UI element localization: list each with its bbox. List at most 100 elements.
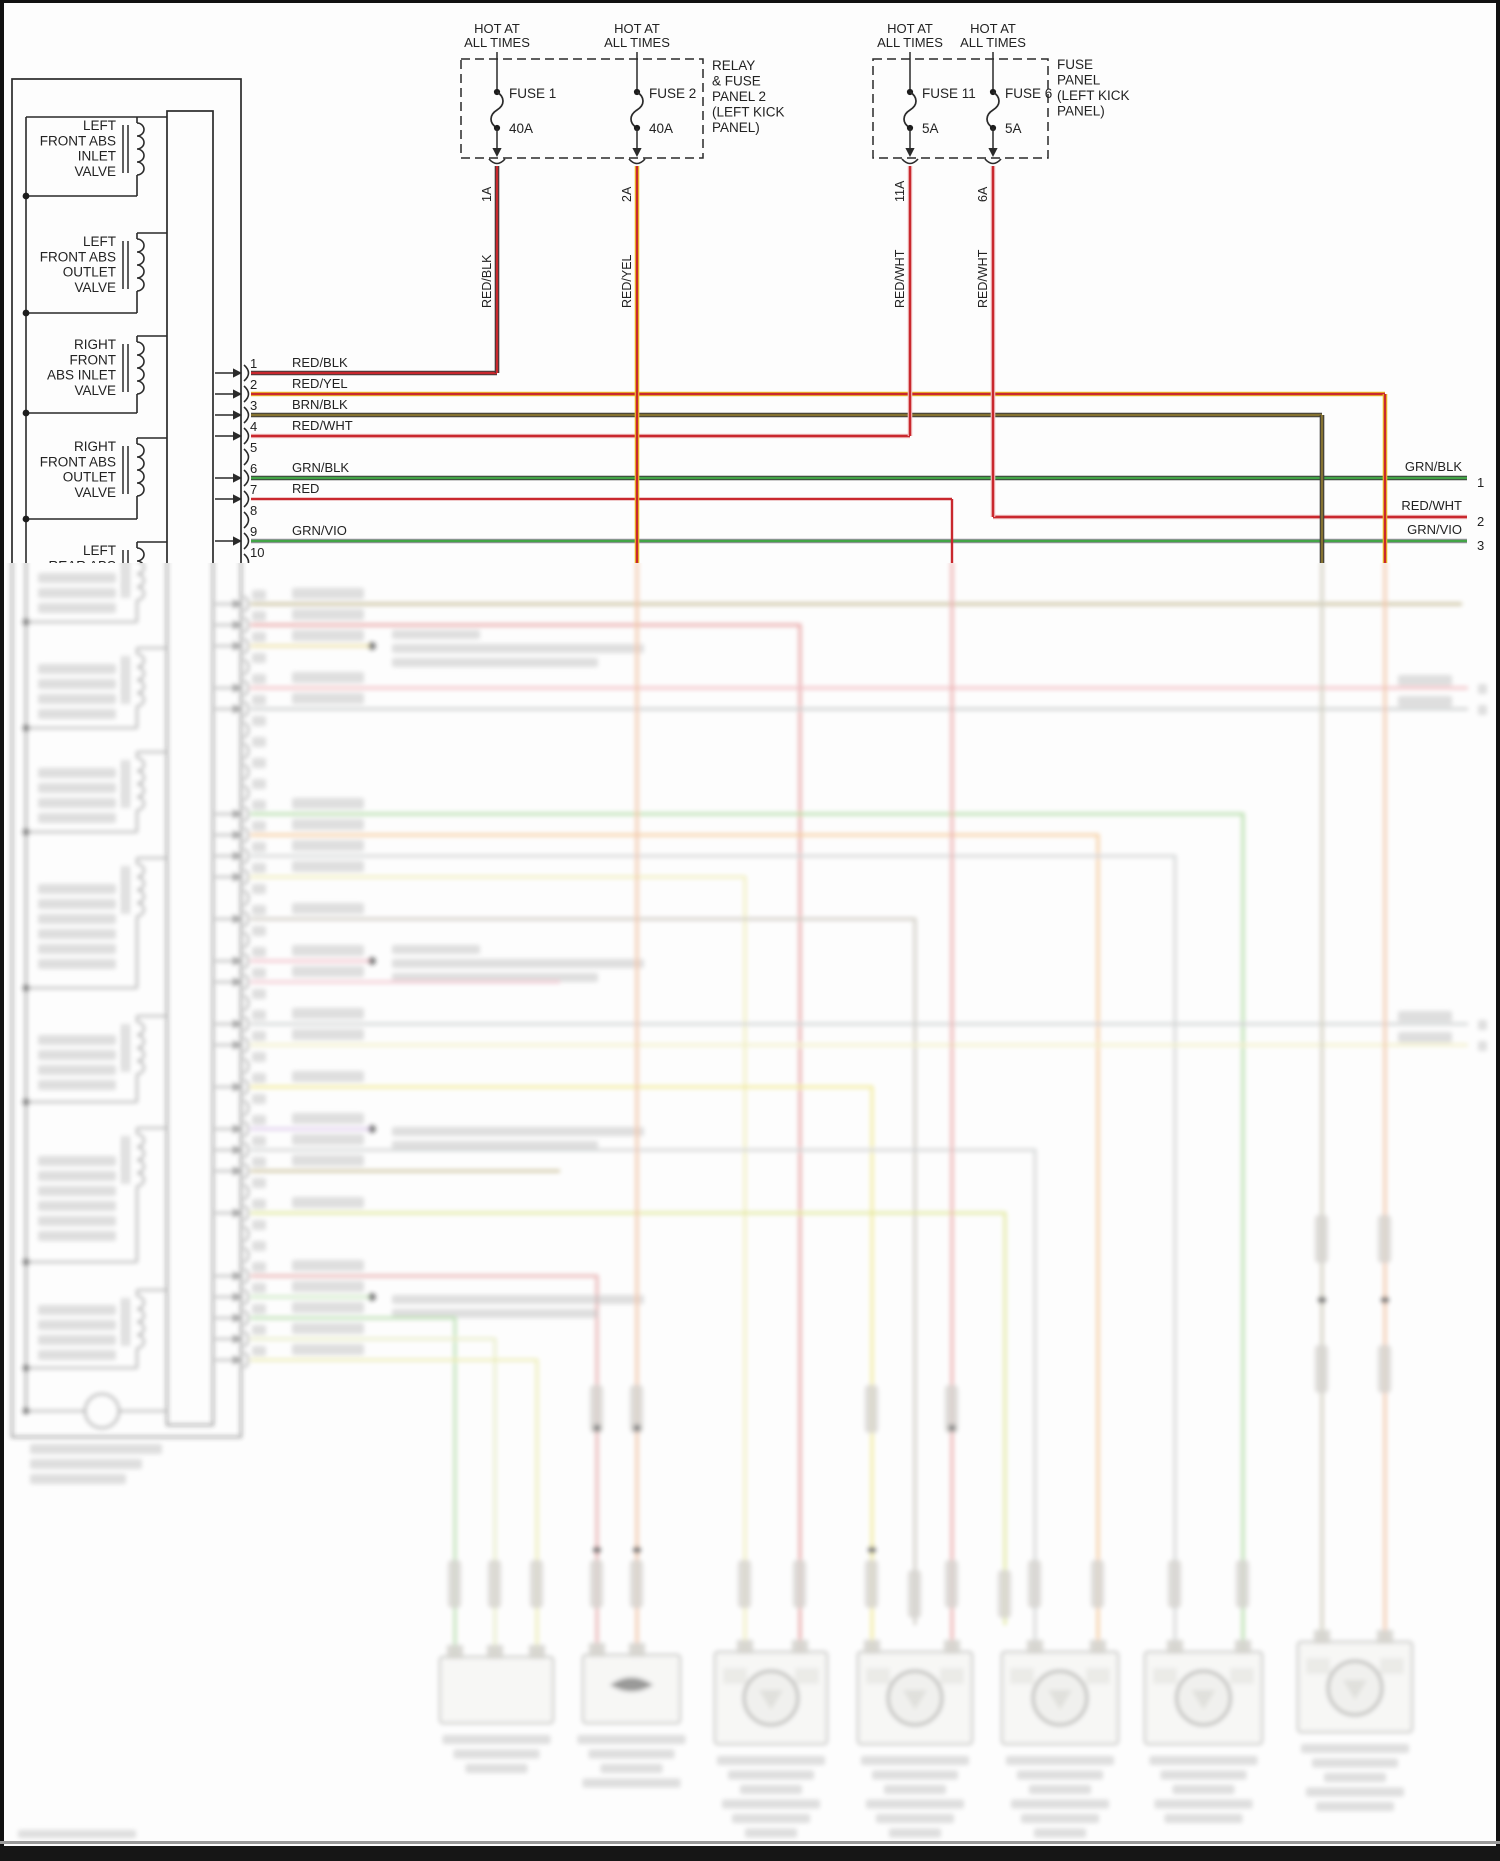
connector-pin-row: 1 RED/BLK <box>215 355 497 382</box>
arrow-right-icon <box>233 431 242 441</box>
connector-pin-row <box>215 609 802 1652</box>
blurred-component-caption <box>876 1814 954 1823</box>
coil-icon <box>136 443 145 497</box>
blurred-exit-number <box>1478 1041 1487 1051</box>
blurred-pin-number <box>252 1241 266 1251</box>
blurred-note <box>392 973 598 982</box>
blurred-valve-label <box>38 783 116 793</box>
fuse-panel-label: (LEFT KICK <box>712 105 785 120</box>
blurred-note <box>392 959 644 968</box>
blurred-wire <box>251 854 1177 1652</box>
blurred-component-caption <box>732 1814 810 1823</box>
blurred-connector <box>488 1560 501 1608</box>
right-exit: GRN/BLK 1 <box>1405 459 1484 490</box>
blurred-pin-number <box>252 1325 266 1335</box>
connector-pin-row <box>215 1008 1487 1033</box>
blurred-valve-label <box>38 944 116 954</box>
valve-label: FRONT ABS <box>40 249 116 264</box>
connector-pin-row: 6 GRN/BLK <box>215 460 1467 487</box>
junction-dot <box>633 1546 641 1554</box>
pin-number: 9 <box>250 524 257 539</box>
blurred-component-caption <box>1011 1799 1109 1809</box>
blurred-component-caption <box>1316 1802 1394 1811</box>
connector-pin-row <box>215 1260 599 1652</box>
connector-pin-row <box>215 819 1100 1652</box>
blurred-component-caption <box>728 1770 814 1780</box>
pin-connector-icon <box>243 1141 250 1159</box>
blurred-valve-label <box>38 1305 116 1315</box>
coil-icon <box>136 547 145 563</box>
blurred-component-caption <box>884 1785 946 1794</box>
fuse-pin-label: 6A <box>976 186 990 202</box>
component-blurred <box>857 1640 973 1838</box>
blurred-wire <box>251 1337 497 1657</box>
arrow-right-icon <box>233 851 242 861</box>
fuse-name: FUSE 11 <box>922 86 976 101</box>
blurred-valve-label <box>38 929 116 939</box>
blurred-component-caption <box>1172 1785 1235 1794</box>
pin-connector-icon <box>243 1057 250 1075</box>
pin-connector-icon <box>243 1330 250 1348</box>
arrow-right-icon <box>233 1040 242 1050</box>
blurred-wire-label <box>292 1260 364 1271</box>
blurred-pin-number <box>252 1136 266 1146</box>
blurred-valve-label <box>38 1050 116 1060</box>
connector-pin-row <box>215 1344 539 1657</box>
pin-connector-icon <box>243 1099 250 1117</box>
blurred-component-caption <box>889 1828 941 1838</box>
blurred-component-caption <box>717 1756 825 1765</box>
blurred-exit-label <box>1398 675 1452 686</box>
blurred-wire-label <box>292 1155 364 1166</box>
blurred-valve-label <box>38 588 116 598</box>
blurred-connector <box>1378 1345 1391 1393</box>
blurred-valve-label <box>38 709 116 719</box>
arrow-right-icon <box>233 683 242 693</box>
pin-connector-icon <box>243 1225 250 1243</box>
coil-icon <box>136 1021 145 1075</box>
blurred-pin-number <box>252 842 266 852</box>
connector-pin-row <box>243 1241 266 1264</box>
connector-pin-row <box>243 989 266 1012</box>
blurred-exit-label <box>1398 696 1452 707</box>
blurred-wire <box>251 1274 599 1652</box>
blurred-wire-label <box>292 1197 364 1208</box>
pin-connector-icon <box>243 1036 250 1054</box>
blurred-pin-number <box>252 863 266 873</box>
connector-pin-row <box>215 1029 1487 1054</box>
connector-pin-row <box>215 588 1462 613</box>
abs-valve-blurred <box>22 751 167 836</box>
arrow-right-icon <box>233 872 242 882</box>
blurred-connector <box>630 1560 643 1608</box>
blurred-wire-label <box>292 1029 364 1040</box>
pin-wire-label: GRN/BLK <box>292 460 349 475</box>
pin-connector-icon <box>243 1351 250 1369</box>
pin-number: 5 <box>250 440 257 455</box>
pin-connector-icon <box>243 616 250 634</box>
pin-wire-label: GRN/VIO <box>292 523 347 538</box>
blurred-component-caption <box>1021 1814 1099 1823</box>
module-connector-strip <box>166 110 214 563</box>
blurred-module-caption <box>30 1444 162 1454</box>
blurred-valve-label <box>38 1216 116 1226</box>
fuse-panel-box <box>460 58 704 159</box>
fuse-pin-label: 1A <box>480 186 494 202</box>
junction-dot <box>1381 1296 1389 1304</box>
valve-label: VALVE <box>74 485 116 500</box>
fuse-panel-label: FUSE <box>1057 57 1093 72</box>
junction-dot <box>593 1546 601 1554</box>
abs-valve-blurred <box>22 647 167 732</box>
hot-at-label: ALL TIMES <box>877 35 943 50</box>
blurred-wire-label <box>292 840 364 851</box>
pin-connector-icon <box>243 637 250 655</box>
coil-icon <box>136 563 145 601</box>
connector-pin-row <box>243 1178 266 1201</box>
valve-label: FRONT ABS <box>40 454 116 469</box>
fuse-panel-label: PANEL <box>1057 73 1101 88</box>
junction-dot <box>22 1258 30 1266</box>
blurred-pin-number <box>252 653 266 663</box>
blurred-connector <box>1091 1560 1104 1608</box>
right-exit: GRN/VIO 3 <box>1407 522 1484 553</box>
hot-at-label: HOT AT <box>970 21 1016 36</box>
